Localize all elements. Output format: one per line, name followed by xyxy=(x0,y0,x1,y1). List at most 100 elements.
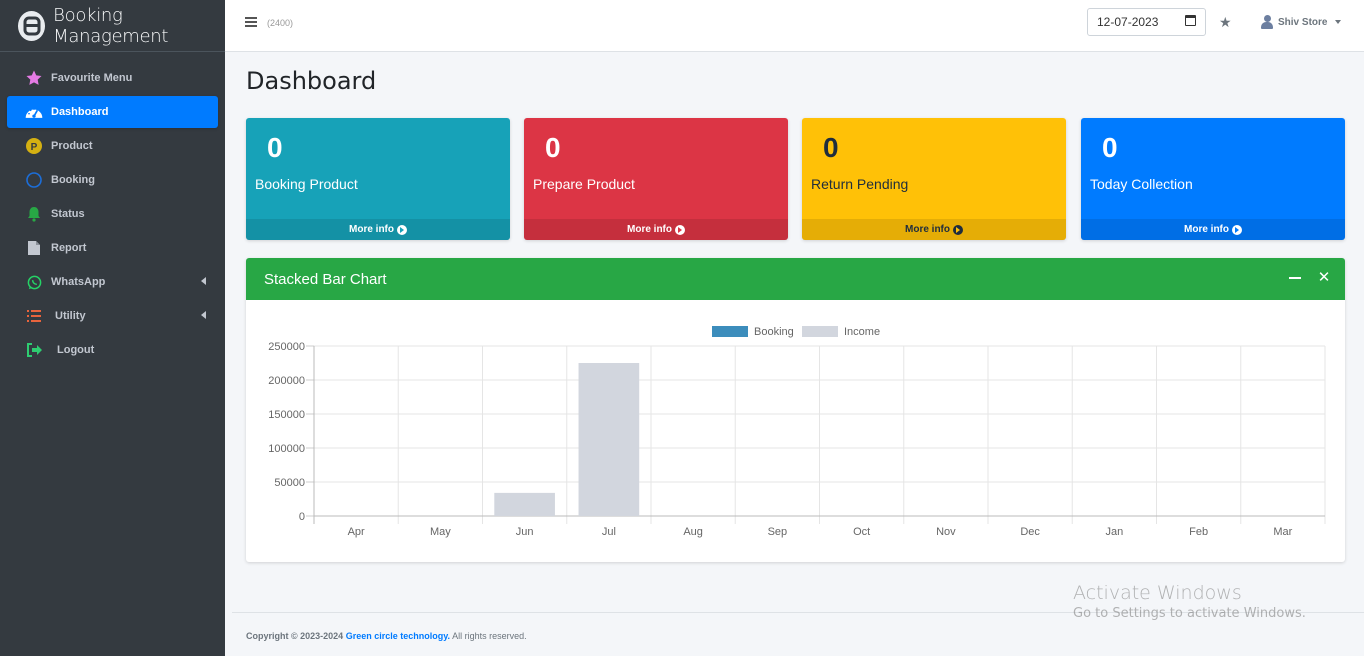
top-navbar: (2400) ★ Shiv Store xyxy=(225,0,1364,52)
list-icon xyxy=(24,306,44,326)
box-label: Prepare Product xyxy=(533,176,635,192)
more-info-link[interactable]: More info xyxy=(524,219,788,240)
legend-label: Booking xyxy=(754,326,794,338)
sidebar-item-label: Utility xyxy=(55,310,86,322)
box-label: Return Pending xyxy=(811,176,909,192)
box-value: 0 xyxy=(1102,132,1118,163)
tachometer-icon xyxy=(24,102,44,122)
box-label: Today Collection xyxy=(1090,176,1193,192)
sidebar-item-dashboard[interactable]: Dashboard xyxy=(7,96,218,128)
sign-out-icon xyxy=(24,340,44,360)
legend-swatch xyxy=(802,326,838,337)
arrow-circle-right-icon xyxy=(675,224,685,235)
y-tick-label: 100000 xyxy=(268,443,305,455)
box-value: 0 xyxy=(545,132,561,163)
caret-down-icon xyxy=(1335,20,1342,24)
chevron-left-icon xyxy=(201,311,206,319)
stacked-bar-chart: Booking Income 0 50000 100000 150000 200000 250… xyxy=(268,326,1326,538)
hamburger-menu-icon[interactable] xyxy=(245,17,257,27)
x-tick-label: Nov xyxy=(936,526,956,538)
file-icon xyxy=(24,238,44,258)
bell-icon xyxy=(24,204,44,224)
sidebar-item-report[interactable]: Report xyxy=(7,232,218,264)
activate-windows-watermark: Activate Windows Go to Settings to activ… xyxy=(1073,582,1306,621)
x-tick-label: Jul xyxy=(602,526,616,538)
more-info-label: More info xyxy=(1184,224,1229,235)
chevron-left-icon xyxy=(201,277,206,285)
brand-logo-icon xyxy=(18,10,46,41)
copyright-text: Copyright © 2023-2024 Green circle techn… xyxy=(246,631,527,641)
sidebar-item-logout[interactable]: Logout xyxy=(7,334,218,366)
y-tick-label: 250000 xyxy=(268,341,305,353)
arrow-circle-right-icon xyxy=(397,224,407,235)
legend-swatch xyxy=(712,326,748,337)
copyright-label: Copyright © 2023-2024 xyxy=(246,631,344,641)
card-header: Stacked Bar Chart xyxy=(246,258,1345,300)
more-info-link[interactable]: More info xyxy=(802,219,1066,240)
sidebar: Booking Management Favourite Menu Dashbo… xyxy=(0,0,225,656)
sidebar-item-label: Report xyxy=(51,242,87,254)
brand-name: Booking Management xyxy=(53,4,169,47)
company-link[interactable]: Green circle technology. xyxy=(345,631,451,641)
x-tick-label: May xyxy=(430,526,451,538)
sidebar-nav: Favourite Menu Dashboard P Product Booki… xyxy=(0,52,225,366)
more-info-link[interactable]: More info xyxy=(246,219,510,240)
sidebar-item-label: Status xyxy=(51,208,85,220)
today-collection-box: 0 Today Collection More info xyxy=(1081,118,1345,240)
brand-link[interactable]: Booking Management xyxy=(0,0,225,52)
arrow-circle-right-icon xyxy=(953,224,963,235)
y-tick-label: 150000 xyxy=(268,409,305,421)
sidebar-item-label: Logout xyxy=(57,344,95,356)
watermark-subtitle: Go to Settings to activate Windows. xyxy=(1073,606,1306,621)
circle-icon xyxy=(24,170,44,190)
sidebar-item-utility[interactable]: Utility xyxy=(7,300,218,332)
legend-label: Income xyxy=(844,326,880,338)
whatsapp-icon xyxy=(24,272,44,292)
return-pending-box: 0 Return Pending More info xyxy=(802,118,1066,240)
page-title: Dashboard xyxy=(246,67,377,95)
user-name: Shiv Store xyxy=(1278,16,1328,28)
sidebar-item-favourite-menu[interactable]: Favourite Menu xyxy=(7,62,218,94)
x-tick-label: Dec xyxy=(1020,526,1040,538)
user-menu-dropdown[interactable]: Shiv Store xyxy=(1261,15,1342,29)
more-info-link[interactable]: More info xyxy=(1081,219,1345,240)
more-info-label: More info xyxy=(349,224,394,235)
prepare-product-box: 0 Prepare Product More info xyxy=(524,118,788,240)
x-tick-label: Aug xyxy=(683,526,703,538)
rights-text: All rights reserved. xyxy=(452,631,527,641)
box-label: Booking Product xyxy=(255,176,358,192)
sidebar-item-label: Dashboard xyxy=(51,106,109,118)
box-value: 0 xyxy=(267,132,283,163)
card-title: Stacked Bar Chart xyxy=(264,270,387,288)
y-tick-label: 200000 xyxy=(268,375,305,387)
close-button[interactable]: ✕ xyxy=(1317,269,1331,286)
star-icon xyxy=(24,68,44,88)
x-tick-label: Jun xyxy=(516,526,534,538)
more-info-label: More info xyxy=(627,224,672,235)
more-info-label: More info xyxy=(905,224,950,235)
stacked-bar-chart-card: Stacked Bar Chart ✕ Booking Income 0 50000 1… xyxy=(246,258,1345,562)
x-tick-label: Oct xyxy=(853,526,870,538)
bar-income-jul xyxy=(578,363,640,516)
sidebar-item-label: Favourite Menu xyxy=(51,72,133,84)
user-icon xyxy=(1261,15,1273,29)
collapse-button[interactable] xyxy=(1288,270,1302,286)
date-input[interactable] xyxy=(1087,8,1206,36)
sidebar-item-whatsapp[interactable]: WhatsApp xyxy=(7,266,218,298)
arrow-circle-right-icon xyxy=(1232,224,1242,235)
x-tick-label: Mar xyxy=(1273,526,1292,538)
x-tick-label: Feb xyxy=(1189,526,1208,538)
sidebar-item-status[interactable]: Status xyxy=(7,198,218,230)
bar-income-jun xyxy=(494,492,555,516)
booking-product-box: 0 Booking Product More info xyxy=(246,118,510,240)
favourite-star-button[interactable]: ★ xyxy=(1219,14,1232,30)
x-tick-label: Sep xyxy=(768,526,788,538)
y-tick-label: 0 xyxy=(299,511,305,523)
box-value: 0 xyxy=(823,132,839,163)
y-tick-label: 50000 xyxy=(274,477,305,489)
header-count: (2400) xyxy=(267,18,294,28)
product-p-icon: P xyxy=(24,136,44,156)
watermark-title: Activate Windows xyxy=(1073,582,1242,604)
sidebar-item-product[interactable]: P Product xyxy=(7,130,218,162)
sidebar-item-booking[interactable]: Booking xyxy=(7,164,218,196)
